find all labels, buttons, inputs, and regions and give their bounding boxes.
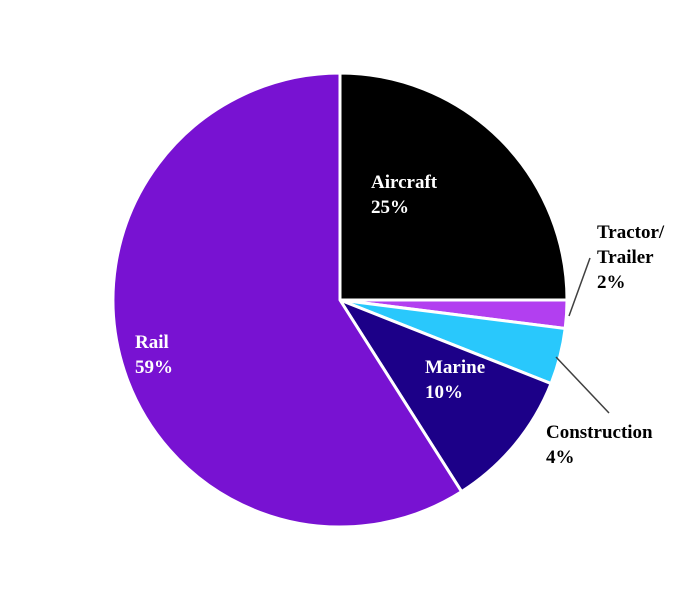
- data-label-rail: Rail 59%: [135, 332, 173, 378]
- pie-labels: Aircraft 25% Tractor/Trailer 2% Construction…: [135, 172, 665, 468]
- data-label-value: 59%: [135, 357, 173, 378]
- leader-line-tractor-trailer: [568, 257, 591, 317]
- data-label-name: Tractor/: [597, 222, 665, 243]
- leader-line-construction: [555, 356, 610, 414]
- pie-slice-marine: [338, 298, 553, 494]
- data-label-value: 25%: [371, 197, 409, 218]
- data-label-value: 2%: [597, 272, 626, 293]
- pie-slice-aircraft: [338, 71, 569, 302]
- data-label-name: Trailer: [597, 247, 654, 268]
- pie-slice-rail: [111, 71, 464, 529]
- data-label-construction: Construction 4%: [546, 422, 653, 468]
- data-label-marine: Marine 10%: [425, 357, 485, 403]
- data-label-name: Construction: [546, 422, 653, 443]
- data-label-tractor-trailer: Tractor/Trailer 2%: [597, 222, 665, 293]
- data-label-aircraft: Aircraft 25%: [371, 172, 438, 218]
- data-label-name: Marine: [425, 357, 485, 378]
- data-label-value: 4%: [546, 447, 575, 468]
- pie-slices: [111, 71, 569, 529]
- data-label-value: 10%: [425, 382, 463, 403]
- data-label-name: Aircraft: [371, 172, 438, 193]
- data-label-name: Rail: [135, 332, 169, 353]
